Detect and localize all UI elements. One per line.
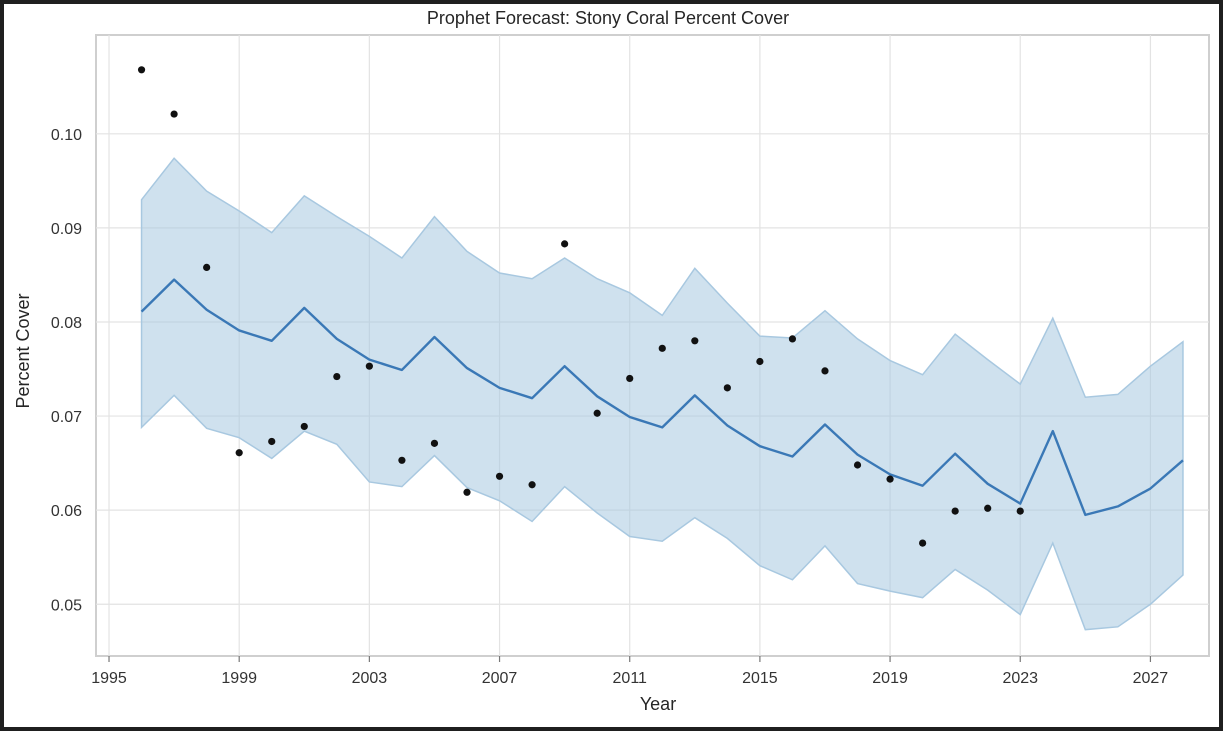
observed-point xyxy=(365,362,373,370)
y-tick-label: 0.08 xyxy=(51,315,82,332)
y-tick-label: 0.10 xyxy=(51,127,82,144)
observed-point xyxy=(1016,507,1024,515)
observed-point xyxy=(593,409,601,417)
observed-point xyxy=(691,337,699,345)
chart-title: Prophet Forecast: Stony Coral Percent Co… xyxy=(427,8,789,28)
observed-point xyxy=(723,384,731,392)
x-axis-ticks: 1995 1999 2003 2007 2011 2015 2019 2023 2027 xyxy=(91,656,1168,687)
observed-point xyxy=(561,240,569,248)
observed-point xyxy=(203,263,211,271)
observed-point xyxy=(821,367,829,375)
y-tick-label: 0.06 xyxy=(51,503,82,520)
confidence-band xyxy=(140,157,1184,631)
observed-points-layer xyxy=(137,66,1024,547)
x-tick-label: 2019 xyxy=(872,670,908,687)
x-tick-label: 1999 xyxy=(221,670,257,687)
x-axis-title: Year xyxy=(640,694,676,714)
x-tick-label: 2023 xyxy=(1002,670,1038,687)
observed-point xyxy=(756,357,764,366)
observed-point xyxy=(919,539,927,547)
figure: Prophet Forecast: Stony Coral Percent Co… xyxy=(4,4,1219,727)
observed-point xyxy=(235,449,243,457)
observed-point xyxy=(528,481,536,489)
observed-point xyxy=(495,472,504,480)
y-tick-label: 0.09 xyxy=(51,221,82,238)
x-tick-label: 2011 xyxy=(613,670,648,687)
x-tick-label: 2007 xyxy=(482,670,518,687)
observed-point xyxy=(398,456,406,464)
x-tick-label: 1995 xyxy=(91,670,127,687)
x-tick-label: 2015 xyxy=(742,670,778,687)
y-axis-title: Percent Cover xyxy=(13,293,33,408)
observed-point xyxy=(886,475,894,483)
observed-point xyxy=(626,374,634,383)
x-tick-label: 2027 xyxy=(1133,670,1169,687)
observed-point xyxy=(853,461,862,469)
forecast-chart: Prophet Forecast: Stony Coral Percent Co… xyxy=(13,8,1210,714)
observed-point xyxy=(658,344,666,352)
observed-point xyxy=(170,110,178,118)
x-tick-label: 2003 xyxy=(352,670,388,687)
forecast-line xyxy=(140,278,1184,517)
y-axis-ticks: 0.05 0.06 0.07 0.08 0.09 0.10 xyxy=(51,127,82,614)
forecast-line-layer xyxy=(140,278,1184,517)
y-tick-label: 0.05 xyxy=(51,597,82,614)
observed-point xyxy=(268,437,276,446)
observed-point xyxy=(333,372,341,381)
observed-point xyxy=(984,504,992,512)
observed-point xyxy=(300,422,308,431)
confidence-band-layer xyxy=(140,157,1184,631)
observed-point xyxy=(430,439,439,447)
observed-point xyxy=(788,335,797,343)
observed-point xyxy=(463,488,471,496)
y-tick-label: 0.07 xyxy=(51,409,82,426)
observed-point xyxy=(137,66,146,74)
observed-point xyxy=(951,507,959,515)
